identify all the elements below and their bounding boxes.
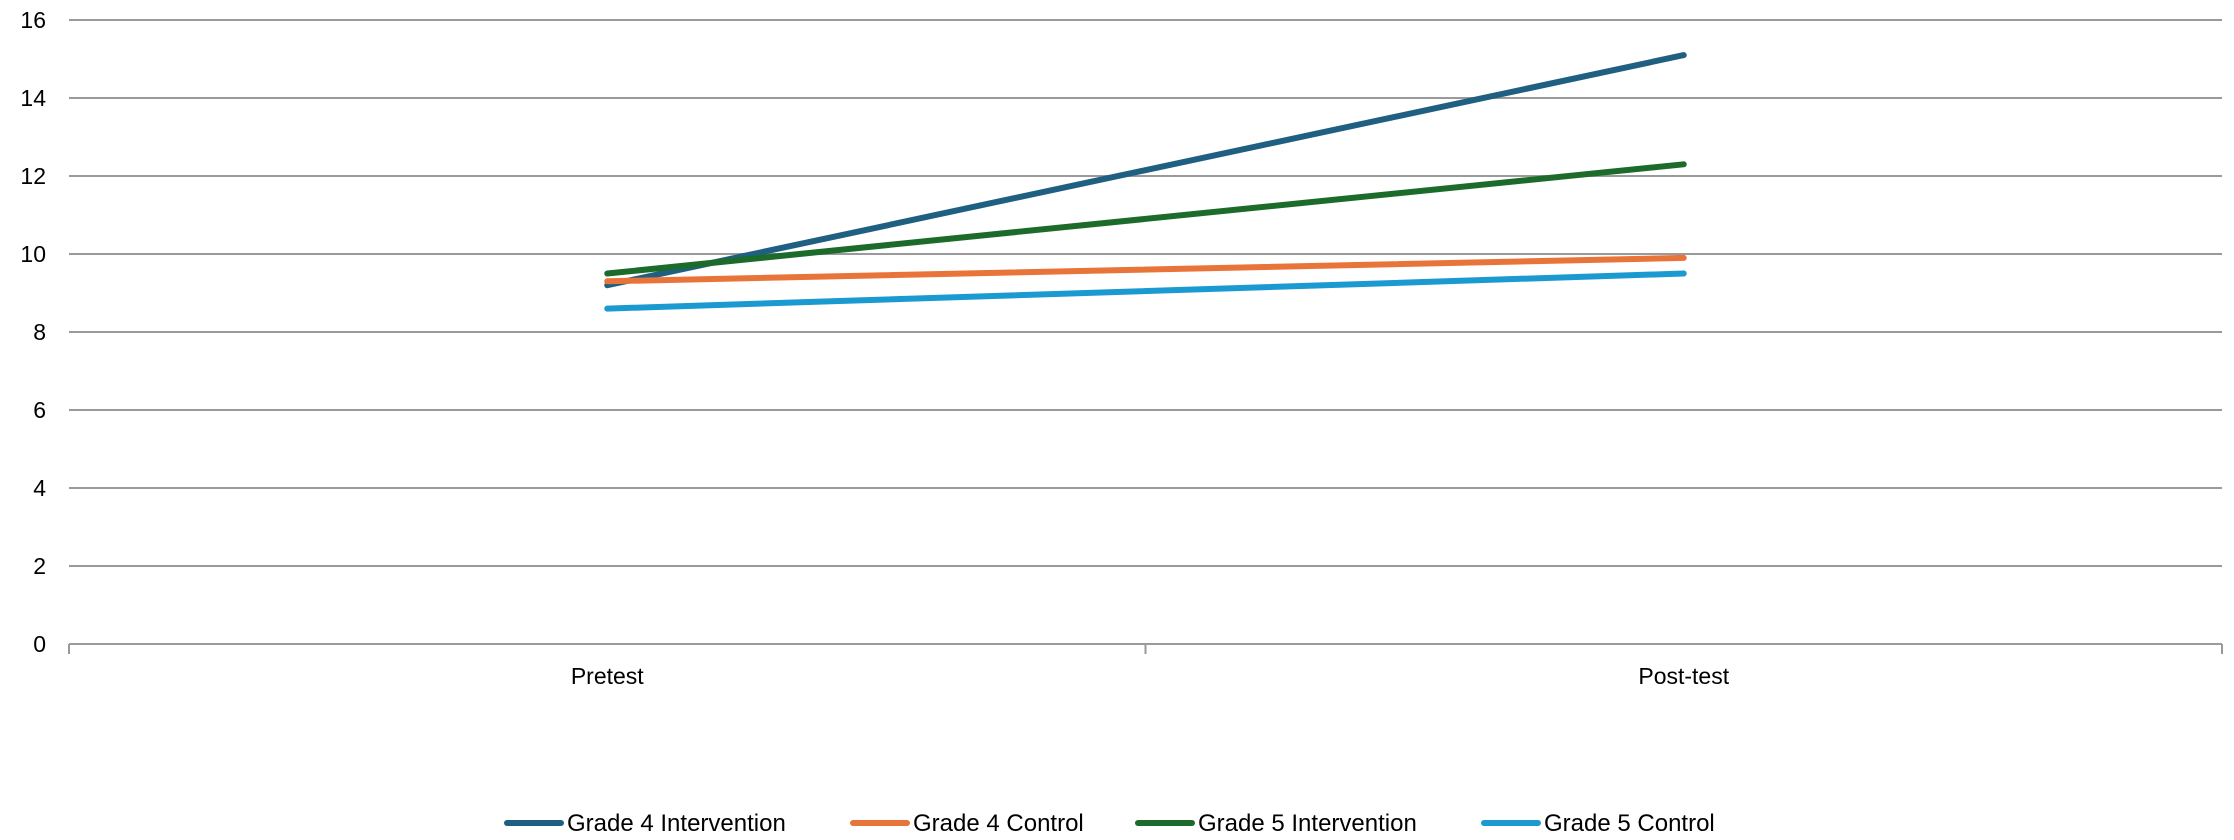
x-tick-label: Post-test [1638, 663, 1729, 689]
gridlines [69, 19, 2222, 567]
legend-label: Grade 4 Intervention [567, 810, 786, 835]
series-line-1 [604, 254, 1687, 285]
y-tick-label: 4 [33, 475, 46, 501]
series-line-3 [604, 270, 1687, 312]
series-lines [604, 52, 1687, 312]
legend-item: Grade 5 Control [1481, 810, 1715, 837]
y-tick-label: 6 [33, 397, 46, 423]
y-tick-label: 2 [33, 553, 46, 579]
y-tick-label: 0 [33, 631, 46, 657]
y-axis-tick-labels: 0 2 4 6 8 10 12 14 16 [20, 7, 46, 657]
data-point [606, 284, 608, 286]
legend-label: Grade 5 Intervention [1198, 810, 1417, 835]
legend: Grade 4 Intervention Grade 4 Control Grade… [504, 810, 1715, 837]
y-tick-label: 12 [20, 163, 46, 189]
x-axis: Pretest Post-test [68, 643, 2223, 689]
y-tick-label: 10 [20, 241, 46, 267]
data-point [606, 308, 608, 310]
data-point [1683, 54, 1685, 56]
series-line-0 [604, 52, 1687, 289]
y-tick-label: 8 [33, 319, 46, 345]
data-point [1683, 273, 1685, 274]
y-tick-label: 14 [20, 85, 46, 111]
y-tick-label: 16 [20, 7, 46, 33]
x-tick-label: Pretest [571, 663, 644, 689]
series-line-2 [604, 161, 1687, 277]
data-point [606, 280, 608, 282]
data-point [606, 273, 608, 274]
legend-item: Grade 5 Intervention [1135, 810, 1417, 837]
legend-item: Grade 4 Control [850, 810, 1084, 837]
data-point [1683, 257, 1685, 259]
data-point [1683, 163, 1685, 165]
legend-label: Grade 4 Control [913, 810, 1084, 835]
legend-item: Grade 4 Intervention [504, 810, 786, 837]
legend-label: Grade 5 Control [1544, 810, 1715, 835]
